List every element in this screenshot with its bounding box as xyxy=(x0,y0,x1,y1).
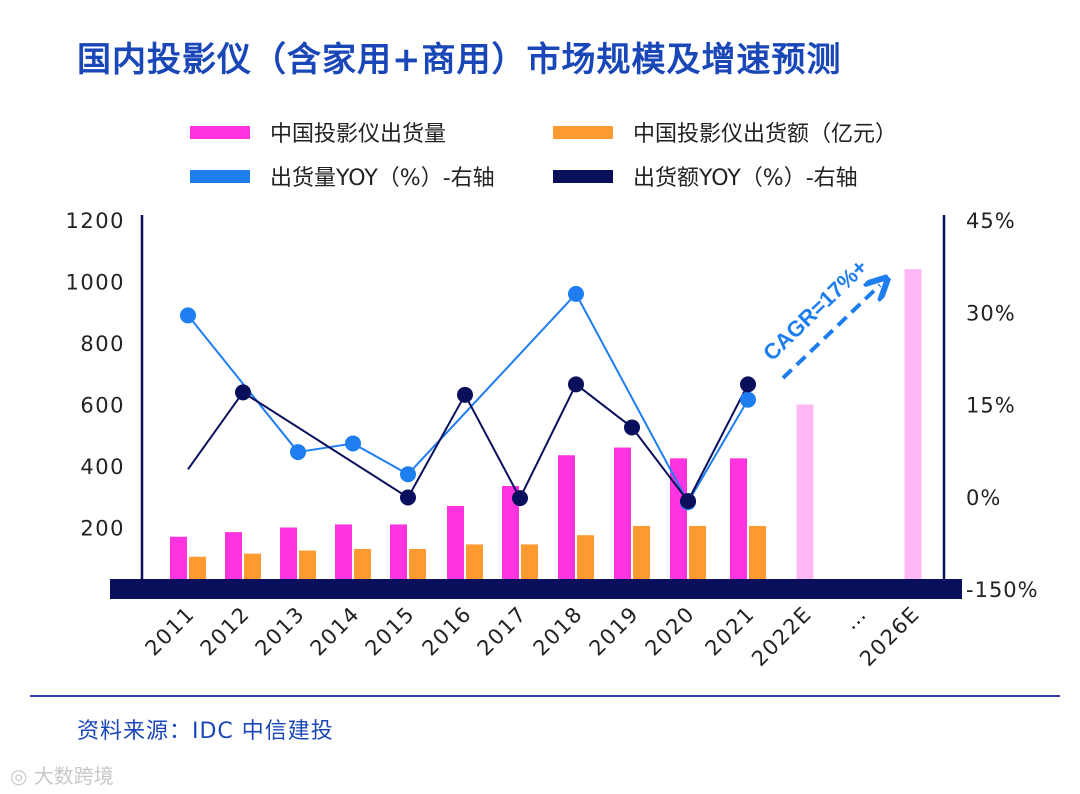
shipments-yoy-marker xyxy=(345,435,361,452)
shipments-yoy-marker xyxy=(568,285,584,302)
bar-shipments xyxy=(796,404,814,589)
x-tick-label: 2013 xyxy=(251,602,310,661)
revenue-yoy-marker xyxy=(740,376,756,393)
shipments-yoy-marker xyxy=(400,466,416,483)
x-tick-label: 2026E xyxy=(855,602,924,671)
x-tick-label: 2011 xyxy=(141,602,200,661)
legend-shipments: 中国投影仪出货量 xyxy=(190,116,446,148)
chart-title: 国内投影仪（含家用+商用）市场规模及增速预测 xyxy=(77,40,842,80)
bar-shipments xyxy=(904,269,922,589)
shipments-yoy-marker xyxy=(740,391,756,408)
legend-label-revenue-yoy: 出货额YOY（%）-右轴 xyxy=(633,166,858,191)
revenue-yoy-marker xyxy=(457,386,473,403)
bar-shipments xyxy=(170,536,187,589)
bar-revenue xyxy=(633,525,650,589)
x-axis-band xyxy=(110,579,962,599)
bar-shipments xyxy=(335,524,352,589)
legend-revenue-yoy: 出货额YOY（%）-右轴 xyxy=(553,160,858,192)
left-tick-label: 1200 xyxy=(66,209,125,233)
legend-shipments-yoy: 出货量YOY（%）-右轴 xyxy=(190,160,495,192)
right-axis-ticks: 45% 30% 15% 0% -150% xyxy=(966,209,1039,602)
legend-label-revenue: 中国投影仪出货额（亿元） xyxy=(633,122,898,147)
bar-shipments xyxy=(730,458,747,589)
x-tick-label: 2019 xyxy=(585,602,644,661)
legend-swatch-revenue-yoy xyxy=(553,169,613,183)
right-tick-label: 0% xyxy=(966,486,1001,510)
bar-revenue xyxy=(749,525,766,589)
watermark-text: 大数跨境 xyxy=(33,764,114,788)
legend-swatch-shipments-yoy xyxy=(190,169,250,183)
shipments-yoy-marker xyxy=(180,307,196,324)
bar-revenue xyxy=(689,525,706,589)
cagr-annotation: CAGR=17%+ xyxy=(758,254,880,380)
yoy-lines xyxy=(180,285,756,511)
legend-revenue: 中国投影仪出货额（亿元） xyxy=(553,116,897,148)
bar-revenue xyxy=(521,544,538,589)
bar-shipments xyxy=(670,458,687,589)
source-note: 资料来源：IDC 中信建投 xyxy=(77,719,334,744)
x-tick-label: 2015 xyxy=(361,602,420,661)
legend-swatch-revenue xyxy=(553,125,613,139)
bar-shipments xyxy=(502,485,519,589)
bar-revenue xyxy=(466,544,483,589)
right-tick-label: 15% xyxy=(966,394,1016,418)
chart-plot: 1200 1000 800 600 400 200 45% 30% 15% 0% -150% 20… xyxy=(66,209,1039,671)
revenue-yoy-marker xyxy=(680,492,696,509)
left-tick-label: 400 xyxy=(80,455,125,479)
shipments-yoy-marker xyxy=(290,444,306,461)
revenue-yoy-marker xyxy=(568,376,584,393)
cagr-arrow xyxy=(781,285,880,380)
footer-divider xyxy=(30,695,1060,697)
left-tick-label: 1000 xyxy=(66,271,125,295)
legend-label-shipments: 中国投影仪出货量 xyxy=(270,122,447,147)
x-tick-label: 2020 xyxy=(641,602,700,661)
right-tick-label: 45% xyxy=(966,209,1016,233)
left-tick-label: 200 xyxy=(80,517,125,541)
watermark-icon: ◎ xyxy=(10,764,28,788)
bar-shipments xyxy=(447,505,464,589)
x-tick-label: 2018 xyxy=(529,602,588,661)
bar-shipments xyxy=(558,455,575,589)
left-tick-label: 600 xyxy=(80,394,125,418)
x-tick-label: 2014 xyxy=(306,602,365,661)
right-tick-label: 30% xyxy=(966,301,1016,325)
x-axis-labels: 2011201220132014201520162017201820192020… xyxy=(141,602,925,671)
bar-shipments xyxy=(390,524,407,589)
bar-shipments xyxy=(614,447,631,589)
watermark: ◎ 大数跨境 xyxy=(10,760,114,789)
revenue-yoy-marker xyxy=(512,490,528,507)
right-tick-label: -150% xyxy=(966,578,1039,602)
left-axis-ticks: 1200 1000 800 600 400 200 xyxy=(66,209,125,541)
bar-shipments xyxy=(280,527,297,589)
x-tick-label: … xyxy=(839,602,872,635)
x-tick-label: 2012 xyxy=(196,602,255,661)
bar-shipments xyxy=(225,532,242,589)
revenue-yoy-marker xyxy=(235,384,251,401)
bar-revenue xyxy=(577,535,594,589)
revenue-yoy-marker xyxy=(624,419,640,436)
revenue-yoy-marker xyxy=(400,489,416,506)
legend-swatch-shipments xyxy=(190,125,250,139)
x-tick-label: 2022E xyxy=(747,602,816,671)
legend-label-shipments-yoy: 出货量YOY（%）-右轴 xyxy=(270,166,495,191)
x-tick-label: 2016 xyxy=(418,602,477,661)
bars xyxy=(170,269,922,589)
x-tick-label: 2017 xyxy=(473,602,532,661)
left-tick-label: 800 xyxy=(80,332,125,356)
